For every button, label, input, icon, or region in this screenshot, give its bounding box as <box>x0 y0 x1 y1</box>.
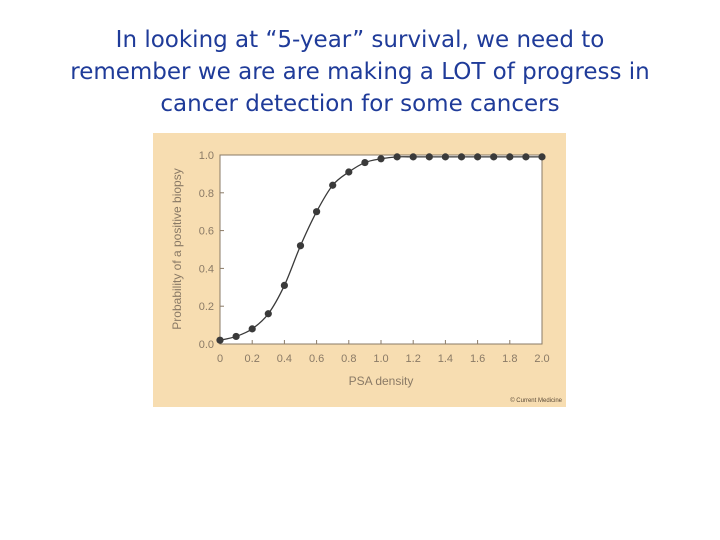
data-point <box>216 336 224 344</box>
y-tick-label: 0.0 <box>199 339 214 351</box>
data-point <box>393 153 401 161</box>
chart-figure: 0 0.2 0.4 0.6 0.8 1.0 1.2 1.4 1.6 1.8 2.0 0.0 0.2 0.… <box>153 133 566 407</box>
x-tick-label: 1.6 <box>470 353 485 365</box>
data-point <box>441 153 449 161</box>
data-point <box>409 153 417 161</box>
data-point <box>538 153 546 161</box>
slide-title: In looking at “5-year” survival, we need… <box>40 24 680 120</box>
x-axis-ticks: 0 0.2 0.4 0.6 0.8 1.0 1.2 1.4 1.6 1.8 2.0 <box>217 340 550 365</box>
data-point <box>425 153 433 161</box>
data-point <box>474 153 482 161</box>
data-point <box>506 153 514 161</box>
series-layer <box>216 153 546 344</box>
x-tick-label: 1.8 <box>502 353 517 365</box>
y-axis-ticks: 0.0 0.2 0.4 0.6 0.8 1.0 <box>199 150 224 351</box>
data-point <box>345 168 353 176</box>
y-tick-label: 0.6 <box>199 226 214 238</box>
figure-credit: © Current Medicine <box>510 398 562 404</box>
x-tick-label: 0.8 <box>341 353 356 365</box>
x-tick-label: 0 <box>217 353 223 365</box>
x-tick-label: 0.2 <box>245 353 260 365</box>
y-tick-label: 0.2 <box>199 301 214 313</box>
data-point <box>296 242 305 250</box>
data-point <box>280 281 288 290</box>
y-tick-label: 0.8 <box>199 188 214 200</box>
title-line-2: remember we are are making a LOT of prog… <box>70 59 650 85</box>
x-axis-title: PSA density <box>349 374 414 388</box>
title-line-1: In looking at “5-year” survival, we need… <box>115 27 605 53</box>
x-tick-label: 0.4 <box>277 353 292 365</box>
data-point <box>377 155 385 163</box>
y-axis-title: Probability of a positive biopsy <box>170 168 184 329</box>
data-point <box>522 153 530 161</box>
x-tick-label: 1.2 <box>406 353 421 365</box>
data-point <box>264 310 272 318</box>
data-point <box>329 181 337 189</box>
y-tick-label: 0.4 <box>199 263 214 275</box>
data-point <box>457 153 466 161</box>
plot-frame <box>219 154 543 345</box>
data-point <box>232 332 240 341</box>
x-tick-label: 2.0 <box>534 353 549 365</box>
chart-svg: 0 0.2 0.4 0.6 0.8 1.0 1.2 1.4 1.6 1.8 2.0 0.00.20.… <box>170 150 550 388</box>
data-point <box>248 325 256 333</box>
x-tick-label: 1.4 <box>438 353 453 365</box>
title-line-3: cancer detection for some cancers <box>160 91 560 117</box>
y-tick-label: 1.0 <box>199 150 214 162</box>
x-tick-label: 0.6 <box>309 353 324 365</box>
data-point <box>490 153 498 161</box>
data-point <box>313 208 321 216</box>
data-point <box>361 158 369 167</box>
x-tick-label: 1.0 <box>373 353 388 365</box>
